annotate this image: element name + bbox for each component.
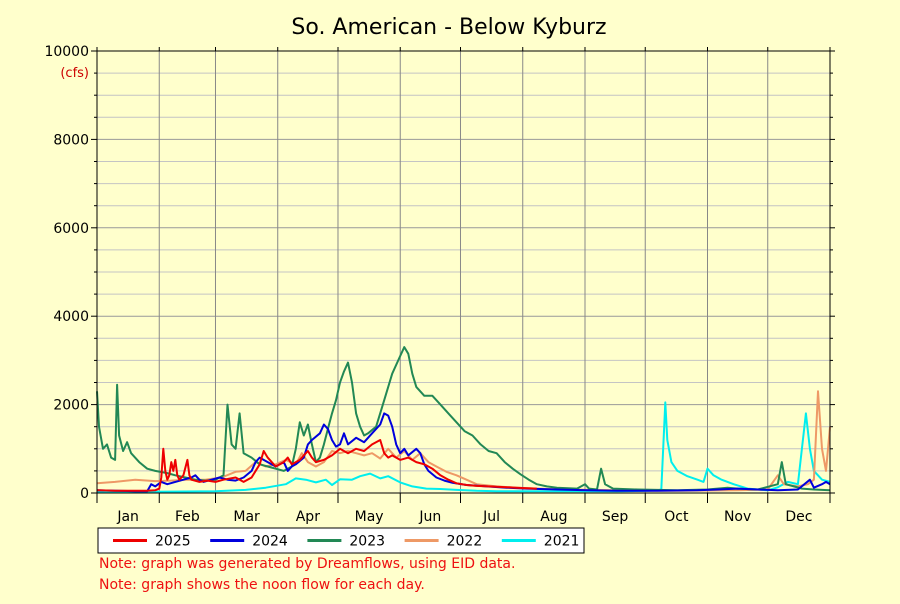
y-axis: 0 2000 4000 6000 8000 10000: [44, 44, 835, 502]
month-label: Dec: [785, 509, 812, 525]
legend-label-2021: 2021: [544, 534, 580, 550]
plot-frame: [96, 50, 831, 494]
legend-label-2025: 2025: [155, 534, 191, 550]
month-label: Apr: [296, 509, 320, 525]
y-unit-label: (cfs): [60, 66, 89, 81]
month-label: Nov: [724, 509, 751, 525]
x-axis-month-labels: Jan Feb Mar Apr May Jun Jul Aug Sep Oct Nov Dec: [96, 47, 831, 525]
month-label: May: [355, 509, 384, 525]
series-line-2023: [96, 346, 831, 492]
month-label: Jan: [116, 509, 139, 525]
note-noon-flow: Note: graph shows the noon flow for each…: [99, 577, 425, 593]
series-line-2022: [96, 390, 831, 492]
plot-series: [96, 346, 831, 493]
y-tick-label: 0: [80, 486, 89, 502]
month-label: Jun: [418, 509, 441, 525]
month-label: Jul: [482, 509, 500, 525]
y-tick-label: 10000: [44, 44, 89, 60]
month-label: Feb: [175, 509, 200, 525]
y-tick-label: 6000: [53, 221, 89, 237]
legend-label-2023: 2023: [349, 534, 385, 550]
legend: 2025 2024 2023 2022 2021: [97, 527, 585, 554]
month-label: Sep: [602, 509, 629, 525]
series-line-2025: [96, 439, 537, 492]
legend-label-2024: 2024: [252, 534, 288, 550]
grid-lines: [97, 51, 830, 493]
month-label: Aug: [540, 509, 567, 525]
month-label: Oct: [664, 509, 689, 525]
y-tick-label: 2000: [53, 398, 89, 414]
chart-title: So. American - Below Kyburz: [291, 15, 606, 40]
y-tick-label: 4000: [53, 309, 89, 325]
note-data-source: Note: graph was generated by Dreamflows,…: [99, 556, 516, 572]
y-tick-label: 8000: [53, 132, 89, 148]
legend-label-2022: 2022: [447, 534, 483, 550]
month-label: Mar: [233, 509, 260, 525]
